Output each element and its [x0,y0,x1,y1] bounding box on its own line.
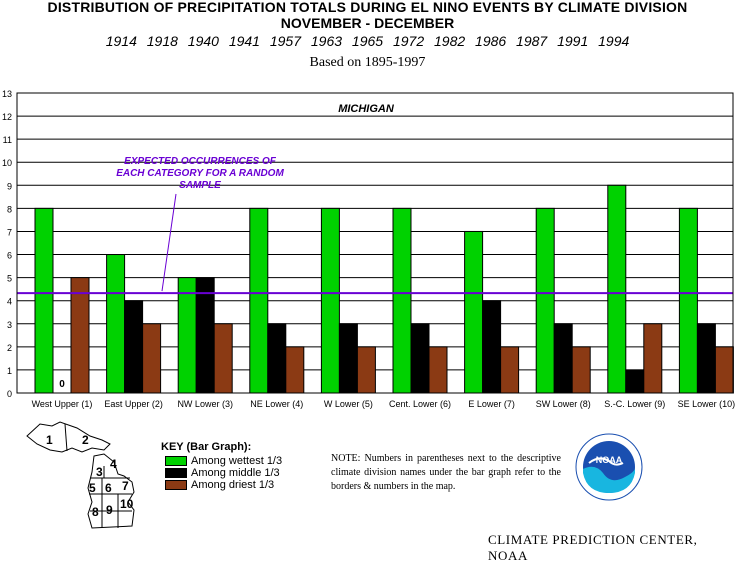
x-category-label: SW Lower (8) [536,399,591,409]
expected-callout-pointer [161,193,177,292]
map-label-2: 2 [82,433,89,447]
map-label-5: 5 [89,481,96,495]
y-tick-label: 0 [7,389,12,399]
legend-swatch-wettest [165,456,187,466]
bar [338,323,358,394]
x-category-label: S.-C. Lower (9) [604,399,665,409]
bar [392,207,412,394]
y-tick-label: 9 [7,181,12,191]
bar [643,323,663,394]
map-label-7: 7 [122,479,129,493]
map-label-10: 10 [120,497,134,511]
expected-label-line: SAMPLE [179,180,221,191]
y-tick-label: 12 [2,112,12,122]
bar [714,346,734,394]
x-category-label: E Lower (7) [468,399,515,409]
x-category-label: SE Lower (10) [678,399,735,409]
legend-title: KEY (Bar Graph): [161,441,252,453]
map-label-4: 4 [110,457,117,471]
bar [124,300,144,394]
chart-title: DISTRIBUTION OF PRECIPITATION TOTALS DUR… [47,0,688,15]
map-label-3: 3 [96,465,103,479]
bar [482,300,502,394]
y-tick-label: 11 [3,135,12,145]
legend-label-middle: Among middle 1/3 [191,467,280,479]
bar [356,346,376,394]
y-tick-label: 4 [7,297,12,307]
y-tick-label: 1 [7,366,12,376]
bar [285,346,305,394]
bar [410,323,430,394]
legend-label-wettest: Among wettest 1/3 [191,455,283,467]
noaa-logo: NOAA [575,433,643,501]
y-tick-label: 13 [2,89,12,99]
bar [320,207,340,394]
x-category-label: West Upper (1) [32,399,93,409]
x-category-label: NW Lower (3) [177,399,233,409]
map-label-1: 1 [46,433,53,447]
y-tick-label: 5 [7,274,12,284]
map-label-6: 6 [105,481,112,495]
noaa-logo-text: NOAA [596,455,623,465]
bar [70,277,90,394]
bar [195,277,215,394]
expected-occurrence-label: EXPECTED OCCURRENCES OF EACH CATEGORY FOR… [116,156,284,191]
el-nino-years: 1914 1918 1940 1941 1957 1963 1965 1972 … [105,33,630,49]
bar [571,346,591,394]
y-tick-label: 10 [2,158,12,168]
y-tick-label: 7 [7,227,12,237]
y-tick-label: 6 [7,251,12,261]
climatology-basis: Based on 1895-1997 [309,55,426,70]
bar [678,207,698,394]
expected-label-line: EXPECTED OCCURRENCES OF [124,156,277,167]
bar [106,254,126,394]
bar [34,207,54,394]
x-category-label: East Upper (2) [104,399,163,409]
bar [500,346,520,394]
bar [464,230,484,394]
map-label-8: 8 [92,505,99,519]
michigan-division-map: 1 2 3 4 5 6 7 8 9 10 [26,421,135,529]
legend-swatch-driest [165,480,187,490]
x-category-label: NE Lower (4) [250,399,303,409]
bar [267,323,287,394]
y-tick-label: 3 [7,320,12,330]
bar-chart: EXPECTED OCCURRENCES OF EACH CATEGORY FOR… [2,89,735,409]
bar [535,207,555,394]
zero-value-label: 0 [59,379,65,390]
legend-item-wettest: Among wettest 1/3 [165,455,282,467]
legend-item-middle: Among middle 1/3 [165,467,282,479]
legend-item-driest: Among driest 1/3 [165,479,282,491]
map-label-9: 9 [106,503,113,517]
bar [428,346,448,394]
expected-label-line: EACH CATEGORY FOR A RANDOM [116,168,284,179]
bar [696,323,716,394]
bar [625,369,645,394]
legend-label-driest: Among driest 1/3 [191,479,275,491]
bar [177,277,197,394]
state-title: MICHIGAN [338,103,395,115]
y-tick-label: 2 [7,343,12,353]
y-tick-label: 8 [7,204,12,214]
legend: KEY (Bar Graph): Among wettest 1/3 Among… [161,441,282,491]
bar [553,323,573,394]
x-category-label: Cent. Lower (6) [389,399,451,409]
chart-season: NOVEMBER - DECEMBER [280,15,455,31]
bar [249,207,269,394]
bar [213,323,233,394]
x-category-label: W Lower (5) [324,399,373,409]
plot-frame [16,92,734,394]
bar [142,323,162,394]
credit-line: CLIMATE PREDICTION CENTER, NOAA [488,532,698,563]
legend-swatch-middle [165,468,187,478]
map-note: NOTE: Numbers in parentheses next to the… [331,453,561,492]
bar [607,184,627,394]
